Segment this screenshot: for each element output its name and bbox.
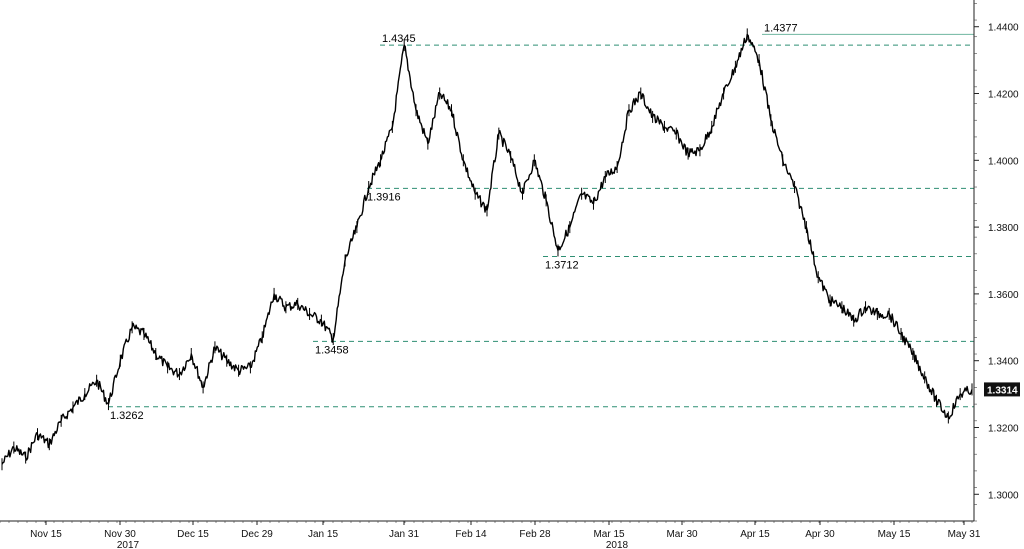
level-label: 1.4345 bbox=[382, 33, 416, 45]
x-tick-label: Feb 28 bbox=[519, 529, 551, 540]
y-tick-label: 1.4000 bbox=[988, 156, 1019, 167]
x-tick-label: May 31 bbox=[948, 529, 981, 540]
y-tick-label: 1.4200 bbox=[988, 90, 1019, 101]
x-tick-label: Dec 15 bbox=[177, 529, 209, 540]
x-tick-label: Jan 31 bbox=[389, 529, 419, 540]
x-tick-label: May 15 bbox=[878, 529, 911, 540]
level-label: 1.3458 bbox=[315, 344, 349, 356]
level-label: 1.3262 bbox=[110, 410, 144, 422]
year-label: 2018 bbox=[606, 540, 629, 549]
level-label: 1.4377 bbox=[764, 22, 798, 34]
y-tick-label: 1.3200 bbox=[988, 423, 1019, 434]
x-tick-label: Mar 15 bbox=[593, 529, 625, 540]
level-label: 1.3712 bbox=[545, 259, 579, 271]
level-lines bbox=[108, 33, 974, 408]
y-tick-label: 1.4400 bbox=[988, 23, 1019, 34]
year-label: 2017 bbox=[117, 540, 140, 549]
x-tick-label: Mar 30 bbox=[666, 529, 698, 540]
y-tick-label: 1.3400 bbox=[988, 357, 1019, 368]
x-tick-label: Nov 15 bbox=[30, 529, 62, 540]
price-series bbox=[1, 28, 973, 471]
price-line bbox=[1, 33, 973, 465]
x-tick-label: Apr 15 bbox=[740, 529, 770, 540]
x-tick-label: Dec 29 bbox=[241, 529, 273, 540]
x-tick-label: Jan 15 bbox=[308, 529, 338, 540]
y-tick-label: 1.3600 bbox=[988, 290, 1019, 301]
last-value-label: 1.3314 bbox=[987, 385, 1018, 396]
y-tick-label: 1.3000 bbox=[988, 490, 1019, 501]
x-tick-label: Nov 30 bbox=[104, 529, 136, 540]
level-label: 1.3916 bbox=[367, 191, 401, 203]
x-tick-label: Apr 30 bbox=[805, 529, 835, 540]
y-tick-label: 1.3800 bbox=[988, 223, 1019, 234]
x-tick-label: Feb 14 bbox=[455, 529, 487, 540]
level-labels: 1.4377 1.4345 1.3916 1.3712 1.3458 1.3262 bbox=[110, 22, 798, 421]
last-value-tag bbox=[984, 382, 1020, 397]
